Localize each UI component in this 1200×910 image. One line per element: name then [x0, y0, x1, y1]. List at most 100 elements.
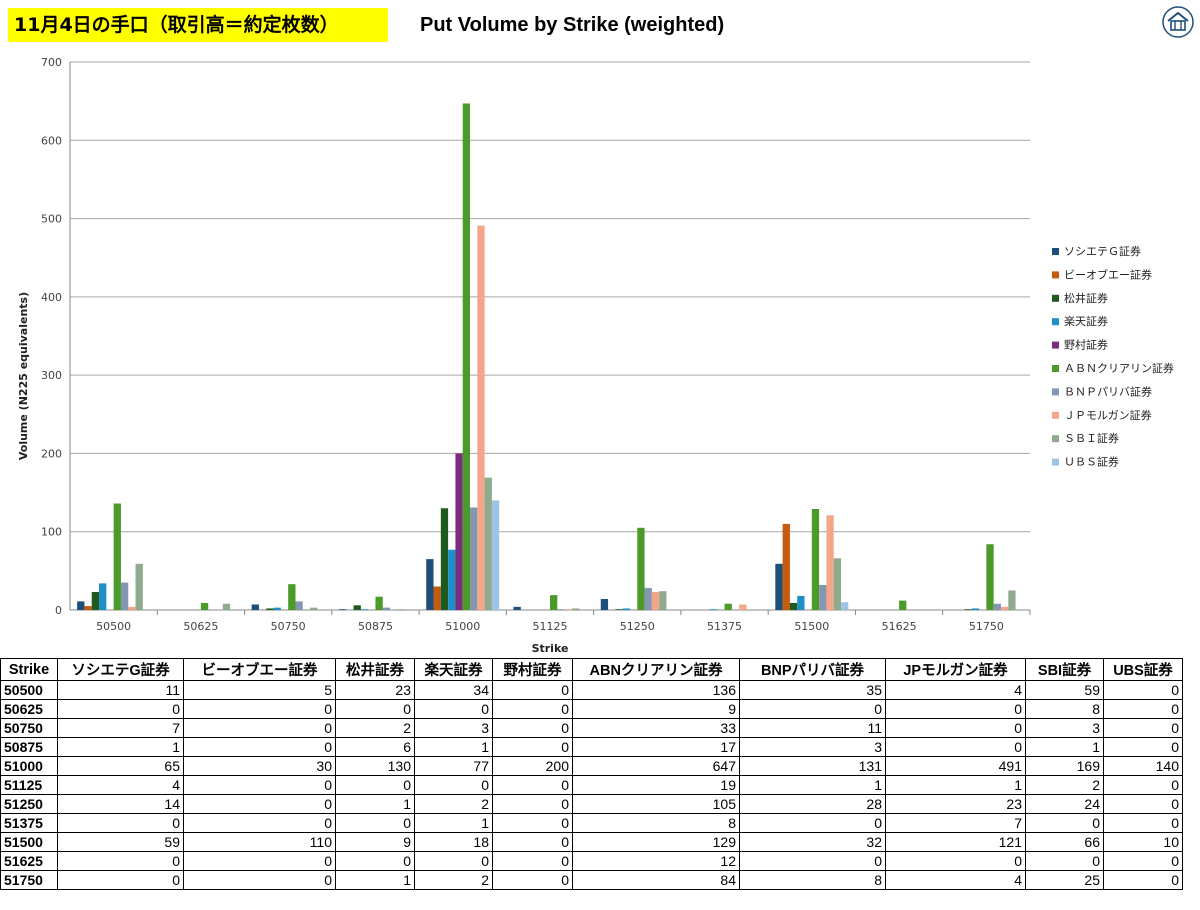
- bar: [397, 609, 405, 610]
- volume-cell: 2: [414, 870, 493, 890]
- table-row: 51125 4 0 0 0 0 19 1 1 2 0: [0, 775, 1183, 795]
- table-header-cell: ソシエテG証券: [57, 658, 184, 681]
- volume-cell: 0: [183, 718, 336, 738]
- volume-cell: 0: [492, 813, 573, 833]
- y-tick-label: 400: [41, 291, 62, 304]
- volume-cell: 23: [335, 680, 415, 700]
- volume-cell: 8: [572, 813, 740, 833]
- bar: [382, 607, 391, 610]
- volume-cell: 0: [1103, 813, 1183, 833]
- legend-swatch: [1052, 248, 1059, 255]
- x-axis-label: Strike: [532, 642, 569, 655]
- table-header-cell: 松井証券: [335, 658, 415, 681]
- volume-cell: 491: [885, 756, 1026, 776]
- legend-swatch: [1052, 341, 1059, 349]
- bar: [288, 584, 296, 610]
- volume-cell: 0: [885, 699, 1026, 719]
- table-header-row: Strike ソシエテG証券 ビーオブエー証券 松井証券 楽天証券 野村証券 ABNクリアリ…: [0, 658, 1183, 681]
- volume-cell: 4: [885, 870, 1026, 890]
- volume-cell: 0: [885, 718, 1026, 738]
- table-header-cell: BNPパリバ証券: [739, 658, 886, 681]
- table-header-cell: 野村証券: [492, 658, 573, 681]
- table-header-cell: ビーオブエー証券: [183, 658, 336, 681]
- volume-cell: 0: [57, 699, 184, 719]
- volume-cell: 3: [739, 737, 886, 757]
- volume-cell: 9: [572, 699, 740, 719]
- bar: [135, 563, 143, 610]
- volume-cell: 3: [1025, 718, 1104, 738]
- table-row: 51625 0 0 0 0 0 12 0 0 0 0: [0, 851, 1183, 871]
- legend-swatch: [1052, 365, 1059, 372]
- volume-cell: 0: [57, 813, 184, 833]
- volume-cell: 7: [57, 718, 184, 738]
- volume-cell: 200: [492, 756, 573, 776]
- bar: [564, 609, 572, 610]
- bar: [77, 601, 85, 610]
- volume-cell: 0: [183, 813, 336, 833]
- volume-cell: 7: [885, 813, 1026, 833]
- x-tick-label: 51375: [707, 620, 742, 633]
- volume-cell: 130: [335, 756, 415, 776]
- volume-cell: 1: [1025, 737, 1104, 757]
- strike-cell: 50875: [0, 737, 58, 757]
- volume-cell: 2: [1025, 775, 1104, 795]
- bar: [826, 515, 834, 610]
- bar: [622, 608, 630, 610]
- table-row: 50500 11 5 23 34 0 136 35 4 59 0: [0, 680, 1183, 700]
- volume-cell: 2: [335, 718, 415, 738]
- x-tick-label: 51625: [882, 620, 917, 633]
- bar: [964, 609, 972, 610]
- volume-cell: 1: [57, 737, 184, 757]
- volume-cell: 32: [739, 832, 886, 852]
- legend-label: ＢＮＰパリバ証券: [1064, 384, 1152, 398]
- bar: [739, 604, 747, 610]
- volume-cell: 66: [1025, 832, 1104, 852]
- table-row: 51375 0 0 0 1 0 8 0 7 0 0: [0, 813, 1183, 833]
- bar: [99, 583, 107, 610]
- volume-cell: 136: [572, 680, 740, 700]
- house-logo-icon: [1162, 6, 1194, 38]
- strike-cell: 51125: [0, 775, 58, 795]
- volume-cell: 0: [183, 870, 336, 890]
- volume-cell: 0: [335, 813, 415, 833]
- volume-cell: 647: [572, 756, 740, 776]
- volume-cell: 0: [183, 699, 336, 719]
- table-header-cell: SBI証券: [1025, 658, 1104, 681]
- bar: [251, 604, 259, 610]
- table-row: 50875 1 0 6 1 0 17 3 0 1 0: [0, 737, 1183, 757]
- volume-cell: 33: [572, 718, 740, 738]
- volume-cell: 0: [492, 680, 573, 700]
- bar: [477, 225, 485, 611]
- bar: [84, 606, 92, 610]
- volume-cell: 28: [739, 794, 886, 814]
- legend-swatch: [1052, 458, 1059, 466]
- y-tick-label: 0: [55, 604, 62, 617]
- legend-label: 野村証券: [1064, 338, 1108, 352]
- volume-cell: 0: [414, 851, 493, 871]
- volume-cell: 2: [414, 794, 493, 814]
- bar: [993, 603, 1001, 610]
- y-tick-label: 600: [41, 134, 62, 147]
- strike-cell: 50625: [0, 699, 58, 719]
- strike-cell: 51625: [0, 851, 58, 871]
- volume-cell: 0: [492, 718, 573, 738]
- volume-cell: 1: [335, 794, 415, 814]
- volume-cell: 0: [1103, 775, 1183, 795]
- bar: [775, 563, 783, 610]
- x-tick-label: 51500: [794, 620, 829, 633]
- bar: [600, 599, 609, 610]
- bar: [266, 608, 274, 610]
- volume-cell: 0: [739, 813, 886, 833]
- legend-swatch: [1052, 318, 1059, 326]
- table-row: 51500 59 110 9 18 0 129 32 121 66 10: [0, 832, 1183, 852]
- x-tick-label: 50625: [183, 620, 218, 633]
- bar: [455, 453, 463, 610]
- volume-cell: 0: [1025, 813, 1104, 833]
- volume-cell: 121: [885, 832, 1026, 852]
- volume-cell: 0: [1103, 680, 1183, 700]
- bar: [637, 527, 645, 610]
- y-tick-label: 200: [41, 447, 62, 460]
- bar: [433, 586, 441, 610]
- y-axis-ticks: 0 100 200 300 400 500 600 700: [41, 56, 62, 617]
